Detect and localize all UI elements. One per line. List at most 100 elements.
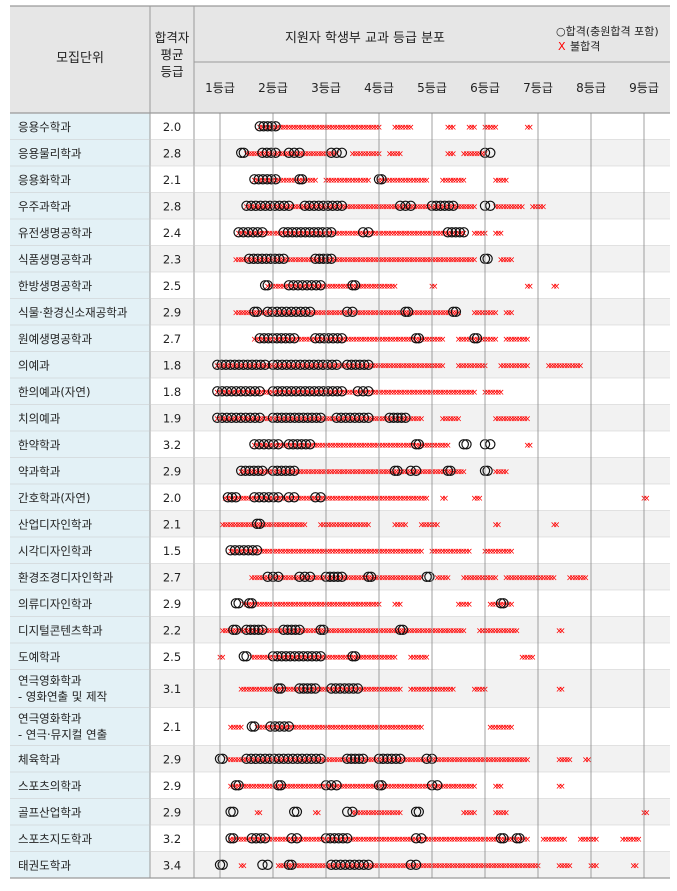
pass-mark <box>268 439 279 450</box>
fail-mark: × <box>416 361 424 371</box>
fail-mark: × <box>261 547 269 557</box>
fail-mark: × <box>312 229 320 239</box>
fail-mark: × <box>458 255 466 265</box>
fail-mark: × <box>297 494 305 504</box>
x-tick-label: 9등급 <box>629 81 659 95</box>
fail-mark: × <box>263 414 271 424</box>
fail-mark: × <box>338 467 346 477</box>
fail-mark: × <box>447 467 455 477</box>
header-unit-label: 모집단위 <box>56 51 104 66</box>
fail-mark: × <box>415 547 423 557</box>
fail-mark: × <box>380 308 388 318</box>
fail-mark: × <box>312 388 320 398</box>
fail-mark: × <box>400 441 408 451</box>
table-row: 태권도학과 3.4 ×× ××××××××××××××××××××××××××××××… <box>10 851 670 878</box>
fail-mark: × <box>455 467 463 477</box>
fail-mark: × <box>318 202 326 212</box>
fail-mark: × <box>372 255 380 265</box>
pass-mark <box>276 412 287 423</box>
fail-mark: × <box>465 255 473 265</box>
fail-mark: × <box>285 123 293 133</box>
fail-mark: × <box>349 255 357 265</box>
header-avg-label-line2: 평균 <box>160 47 183 62</box>
fail-mark: × <box>253 149 261 159</box>
fail-mark: × <box>377 229 385 239</box>
avg-grade: 2.5 <box>163 650 181 664</box>
fail-mark: × <box>305 123 313 133</box>
fail-mark: × <box>291 520 299 530</box>
pass-mark <box>254 412 265 423</box>
fail-mark: × <box>325 255 333 265</box>
table-row: 한방생명공학과 2.5 ××××××××××××××××××××××××××××××… <box>10 272 560 299</box>
fail-mark: × <box>235 414 243 424</box>
fail-mark: × <box>457 361 465 371</box>
pass-mark <box>283 492 295 503</box>
fail-mark: × <box>302 202 310 212</box>
fail-mark: × <box>299 361 307 371</box>
fail-mark: × <box>261 335 269 345</box>
pass-mark <box>278 253 289 264</box>
pass-mark <box>357 227 369 238</box>
avg-grade: 2.9 <box>163 464 181 478</box>
fail-mark: × <box>423 520 431 530</box>
fail-mark: × <box>309 176 317 186</box>
fail-mark: × <box>484 123 492 133</box>
fail-mark: × <box>250 308 258 318</box>
fail-mark: × <box>505 335 513 345</box>
pass-mark <box>257 174 269 185</box>
unit-cell-background <box>10 325 150 352</box>
fail-mark: × <box>326 494 334 504</box>
fail-mark: × <box>632 861 640 871</box>
avg-grade: 3.2 <box>163 438 181 452</box>
pass-mark <box>346 359 357 370</box>
unit-name: 의류디자인학과 <box>18 597 92 611</box>
fail-mark: × <box>289 361 297 371</box>
fail-mark: × <box>391 414 399 424</box>
fail-mark: × <box>390 308 398 318</box>
fail-mark: × <box>229 361 237 371</box>
fail-mark: × <box>253 335 261 345</box>
fail-mark: × <box>266 573 274 583</box>
fail-mark: × <box>432 467 440 477</box>
fail-mark: × <box>442 202 450 212</box>
fail-mark: × <box>355 441 363 451</box>
fail-mark: × <box>444 547 452 557</box>
fail-mark: × <box>402 520 410 530</box>
fail-mark: × <box>283 176 291 186</box>
fail-mark: × <box>248 255 256 265</box>
fail-mark: × <box>392 361 400 371</box>
fail-mark: × <box>396 685 404 695</box>
fail-mark: × <box>444 441 452 451</box>
fail-mark: × <box>476 229 484 239</box>
fail-mark: × <box>237 494 245 504</box>
fail-mark: × <box>346 255 354 265</box>
fail-mark: × <box>473 361 481 371</box>
fail-mark: × <box>263 202 271 212</box>
fail-mark: × <box>346 202 354 212</box>
fail-mark: × <box>300 494 308 504</box>
fail-mark: × <box>444 573 452 583</box>
fail-mark: × <box>266 467 274 477</box>
avg-grade: 2.7 <box>163 570 181 584</box>
fail-mark: × <box>455 388 463 398</box>
fail-mark: × <box>276 308 284 318</box>
fail-mark: × <box>351 308 359 318</box>
fail-mark: × <box>334 282 342 292</box>
fail-mark: × <box>492 388 500 398</box>
fail-mark: × <box>308 335 316 345</box>
fail-mark: × <box>450 388 458 398</box>
table-row: 약과학과 2.9 ×××××××××××××××××××××××××××××××××… <box>10 457 670 484</box>
fail-mark: × <box>295 282 303 292</box>
fail-mark: × <box>300 467 308 477</box>
fail-mark: × <box>375 308 383 318</box>
unit-name: 원예생명공학과 <box>18 332 92 346</box>
fail-mark: × <box>365 494 373 504</box>
pass-mark <box>482 253 493 264</box>
pass-mark <box>363 412 374 423</box>
pass-mark <box>292 439 303 450</box>
fail-mark: × <box>460 335 468 345</box>
fail-mark: × <box>518 335 526 345</box>
fail-mark: × <box>341 176 349 186</box>
fail-mark: × <box>405 547 413 557</box>
fail-mark: × <box>373 282 381 292</box>
